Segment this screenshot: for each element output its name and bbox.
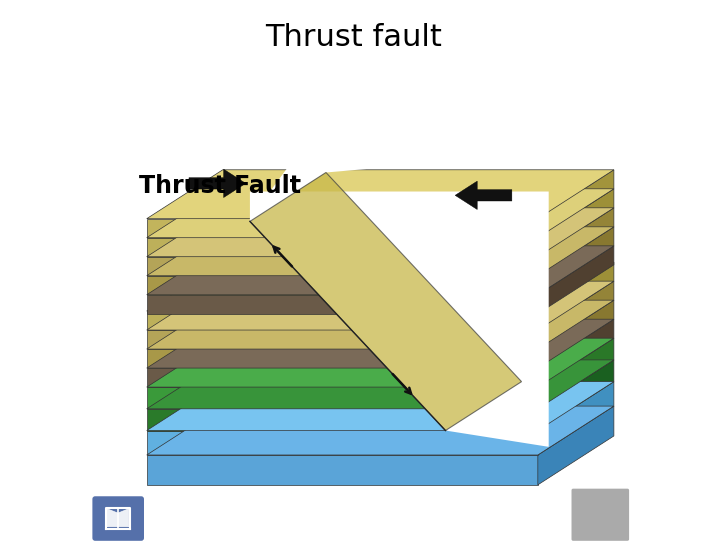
- Polygon shape: [147, 319, 614, 368]
- Polygon shape: [538, 319, 614, 387]
- Polygon shape: [250, 115, 641, 221]
- Polygon shape: [147, 387, 538, 409]
- Polygon shape: [147, 281, 614, 330]
- Polygon shape: [147, 330, 538, 349]
- Polygon shape: [147, 238, 538, 257]
- Polygon shape: [250, 173, 521, 431]
- Polygon shape: [147, 189, 614, 238]
- Polygon shape: [147, 406, 614, 455]
- Polygon shape: [189, 169, 245, 198]
- Text: Thrust fault: Thrust fault: [265, 23, 442, 52]
- Polygon shape: [147, 170, 614, 219]
- Polygon shape: [147, 295, 538, 314]
- Polygon shape: [538, 382, 614, 455]
- Polygon shape: [147, 368, 538, 387]
- Polygon shape: [147, 276, 538, 295]
- Polygon shape: [147, 208, 614, 257]
- Polygon shape: [147, 338, 614, 387]
- Polygon shape: [147, 349, 538, 368]
- Polygon shape: [538, 227, 614, 295]
- Polygon shape: [107, 509, 118, 527]
- Text: Thrust Fault: Thrust Fault: [138, 174, 301, 198]
- Polygon shape: [250, 192, 549, 447]
- Polygon shape: [147, 300, 614, 349]
- Polygon shape: [147, 262, 614, 311]
- Polygon shape: [538, 360, 614, 431]
- Polygon shape: [538, 300, 614, 368]
- Polygon shape: [147, 382, 614, 431]
- Polygon shape: [538, 170, 614, 238]
- Polygon shape: [147, 246, 614, 295]
- Polygon shape: [147, 227, 614, 276]
- Polygon shape: [538, 281, 614, 349]
- Polygon shape: [147, 219, 538, 238]
- Polygon shape: [147, 409, 538, 431]
- FancyBboxPatch shape: [92, 496, 144, 541]
- Polygon shape: [538, 406, 614, 485]
- Polygon shape: [147, 455, 538, 485]
- Polygon shape: [538, 189, 614, 257]
- Polygon shape: [538, 246, 614, 314]
- Polygon shape: [147, 311, 538, 330]
- Polygon shape: [147, 431, 538, 455]
- Polygon shape: [118, 509, 129, 527]
- Polygon shape: [147, 257, 538, 276]
- Polygon shape: [147, 360, 614, 409]
- Polygon shape: [538, 338, 614, 409]
- Polygon shape: [455, 181, 512, 210]
- FancyBboxPatch shape: [571, 489, 629, 541]
- Polygon shape: [538, 208, 614, 276]
- Polygon shape: [538, 262, 614, 330]
